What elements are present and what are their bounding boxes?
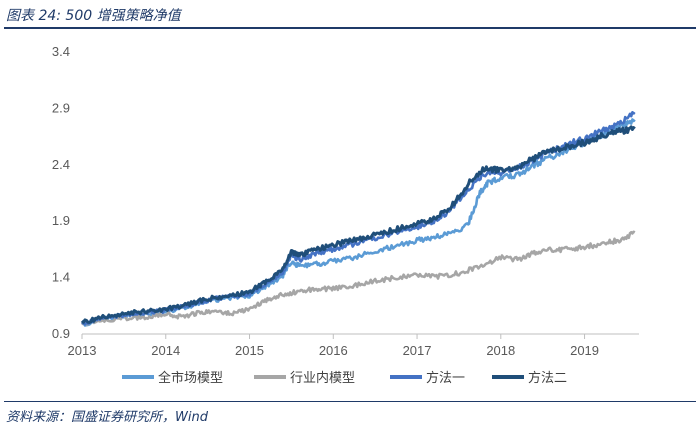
- plot-area: [80, 111, 636, 327]
- series-line-2: [80, 230, 636, 326]
- title-rule: [4, 27, 696, 29]
- axes: 0.9 1.4 1.9 2.4 2.9 3.4 2013 2014 2015 2016 2017 20…: [52, 44, 639, 358]
- legend-label-1: 全市场模型: [158, 370, 223, 386]
- legend-label-3: 方法一: [426, 370, 465, 386]
- source-rule: [4, 401, 696, 402]
- source-note: 资料来源：国盛证券研究所，Wind: [6, 410, 208, 425]
- y-tick-label: 1.4: [52, 270, 70, 285]
- y-tick-label: 3.4: [52, 44, 70, 59]
- x-tick-label: 2017: [403, 343, 432, 358]
- x-tick-label: 2015: [235, 343, 264, 358]
- x-tick-label: 2016: [319, 343, 348, 358]
- x-tick-label: 2018: [486, 343, 515, 358]
- x-tick-label: 2019: [570, 343, 599, 358]
- y-tick-label: 2.9: [52, 100, 70, 115]
- y-tick-label: 0.9: [52, 326, 70, 341]
- legend: 全市场模型 行业内模型 方法一 方法二: [122, 370, 567, 386]
- y-tick-label: 2.4: [52, 157, 70, 172]
- y-tick-label: 1.9: [52, 213, 70, 228]
- x-tick-label: 2013: [68, 343, 97, 358]
- legend-label-2: 行业内模型: [290, 370, 355, 386]
- series-line-3: [81, 111, 636, 326]
- line-chart: 0.9 1.4 1.9 2.4 2.9 3.4 2013 2014 2015 2016 2017 20…: [52, 44, 639, 386]
- x-tick-label: 2014: [151, 343, 180, 358]
- figure-title: 图表 24: 500 增强策略净值: [6, 8, 181, 24]
- series-line-4: [80, 125, 636, 324]
- legend-label-4: 方法二: [528, 370, 567, 386]
